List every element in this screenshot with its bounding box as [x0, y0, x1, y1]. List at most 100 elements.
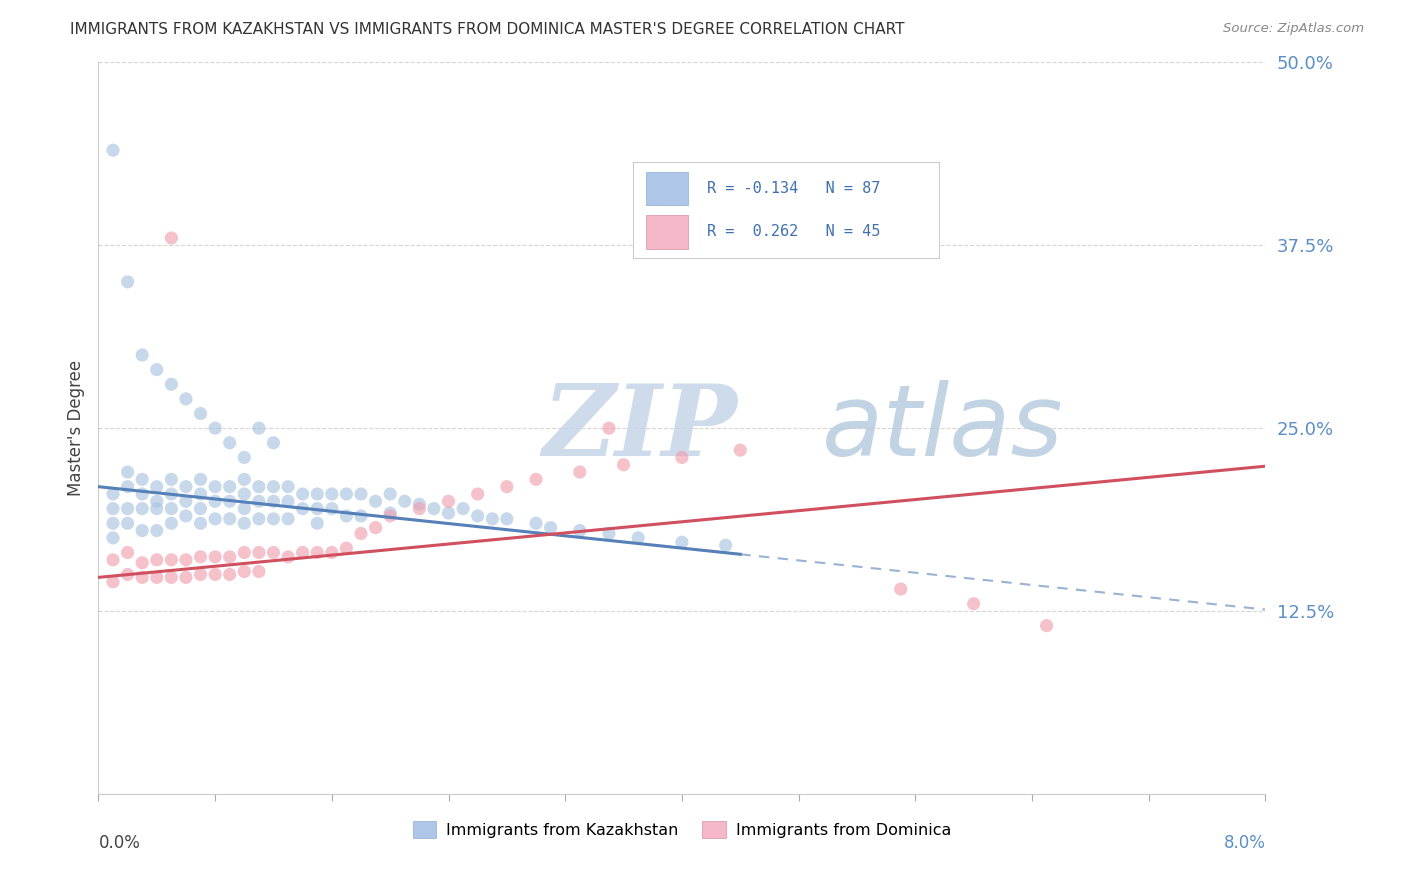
Point [174, 494, 197, 508]
Point [160, 553, 183, 567]
Point [160, 377, 183, 392]
Point [612, 458, 634, 472]
Legend: Immigrants from Kazakhstan, Immigrants from Dominica: Immigrants from Kazakhstan, Immigrants f… [406, 814, 957, 845]
Point [247, 480, 270, 494]
Point [496, 512, 519, 526]
Point [321, 501, 343, 516]
Point [204, 549, 226, 564]
Point [364, 521, 387, 535]
Point [335, 508, 357, 523]
Point [380, 487, 402, 501]
Point [524, 472, 547, 486]
Point [467, 508, 489, 523]
Point [131, 487, 153, 501]
Point [174, 508, 197, 523]
Point [117, 501, 139, 516]
Point [247, 421, 270, 435]
Point [101, 531, 124, 545]
Point [160, 231, 183, 245]
Point [423, 501, 446, 516]
Point [335, 541, 357, 555]
Point [335, 487, 357, 501]
Point [247, 565, 270, 579]
Point [277, 549, 299, 564]
Point [146, 494, 169, 508]
Point [174, 392, 197, 406]
Point [190, 487, 212, 501]
Point [321, 487, 343, 501]
Point [291, 545, 314, 559]
Point [364, 494, 387, 508]
Point [160, 501, 183, 516]
Point [233, 565, 256, 579]
Point [218, 435, 240, 450]
Point [262, 435, 284, 450]
Point [233, 501, 256, 516]
Point [627, 531, 650, 545]
Y-axis label: Master's Degree: Master's Degree [66, 360, 84, 496]
Point [262, 494, 284, 508]
Point [117, 567, 139, 582]
Point [307, 501, 329, 516]
Point [174, 480, 197, 494]
Point [131, 556, 153, 570]
Point [262, 480, 284, 494]
Point [233, 450, 256, 465]
Point [277, 480, 299, 494]
Point [204, 512, 226, 526]
Point [174, 553, 197, 567]
Point [247, 494, 270, 508]
Point [307, 516, 329, 531]
Point [218, 480, 240, 494]
Point [671, 535, 693, 549]
Point [190, 549, 212, 564]
Point [204, 421, 226, 435]
Point [146, 553, 169, 567]
Point [598, 421, 620, 435]
Point [277, 494, 299, 508]
Point [190, 516, 212, 531]
Point [262, 512, 284, 526]
Point [408, 501, 430, 516]
Point [146, 362, 169, 376]
Point [117, 275, 139, 289]
Point [218, 494, 240, 508]
Point [262, 545, 284, 559]
Point [146, 480, 169, 494]
FancyBboxPatch shape [645, 171, 689, 205]
Text: 0.0%: 0.0% [98, 834, 141, 852]
Point [350, 487, 373, 501]
Point [714, 538, 737, 552]
Point [146, 501, 169, 516]
Text: atlas: atlas [823, 380, 1063, 476]
Point [218, 567, 240, 582]
Text: Source: ZipAtlas.com: Source: ZipAtlas.com [1223, 22, 1364, 36]
Point [117, 516, 139, 531]
Point [117, 480, 139, 494]
Point [350, 508, 373, 523]
Point [131, 348, 153, 362]
Point [962, 597, 984, 611]
Point [160, 570, 183, 584]
Point [394, 494, 416, 508]
Point [568, 465, 591, 479]
Text: IMMIGRANTS FROM KAZAKHSTAN VS IMMIGRANTS FROM DOMINICA MASTER'S DEGREE CORRELATI: IMMIGRANTS FROM KAZAKHSTAN VS IMMIGRANTS… [70, 22, 905, 37]
Point [146, 524, 169, 538]
Point [671, 450, 693, 465]
Text: 8.0%: 8.0% [1223, 834, 1265, 852]
Point [160, 487, 183, 501]
Point [204, 567, 226, 582]
Point [321, 545, 343, 559]
Text: R = -0.134   N = 87: R = -0.134 N = 87 [707, 181, 880, 196]
Point [101, 553, 124, 567]
Point [540, 521, 562, 535]
Point [131, 570, 153, 584]
Point [117, 465, 139, 479]
Point [233, 545, 256, 559]
Point [174, 570, 197, 584]
Point [131, 472, 153, 486]
Point [890, 582, 912, 596]
Point [190, 407, 212, 421]
Point [730, 443, 752, 458]
Point [291, 487, 314, 501]
